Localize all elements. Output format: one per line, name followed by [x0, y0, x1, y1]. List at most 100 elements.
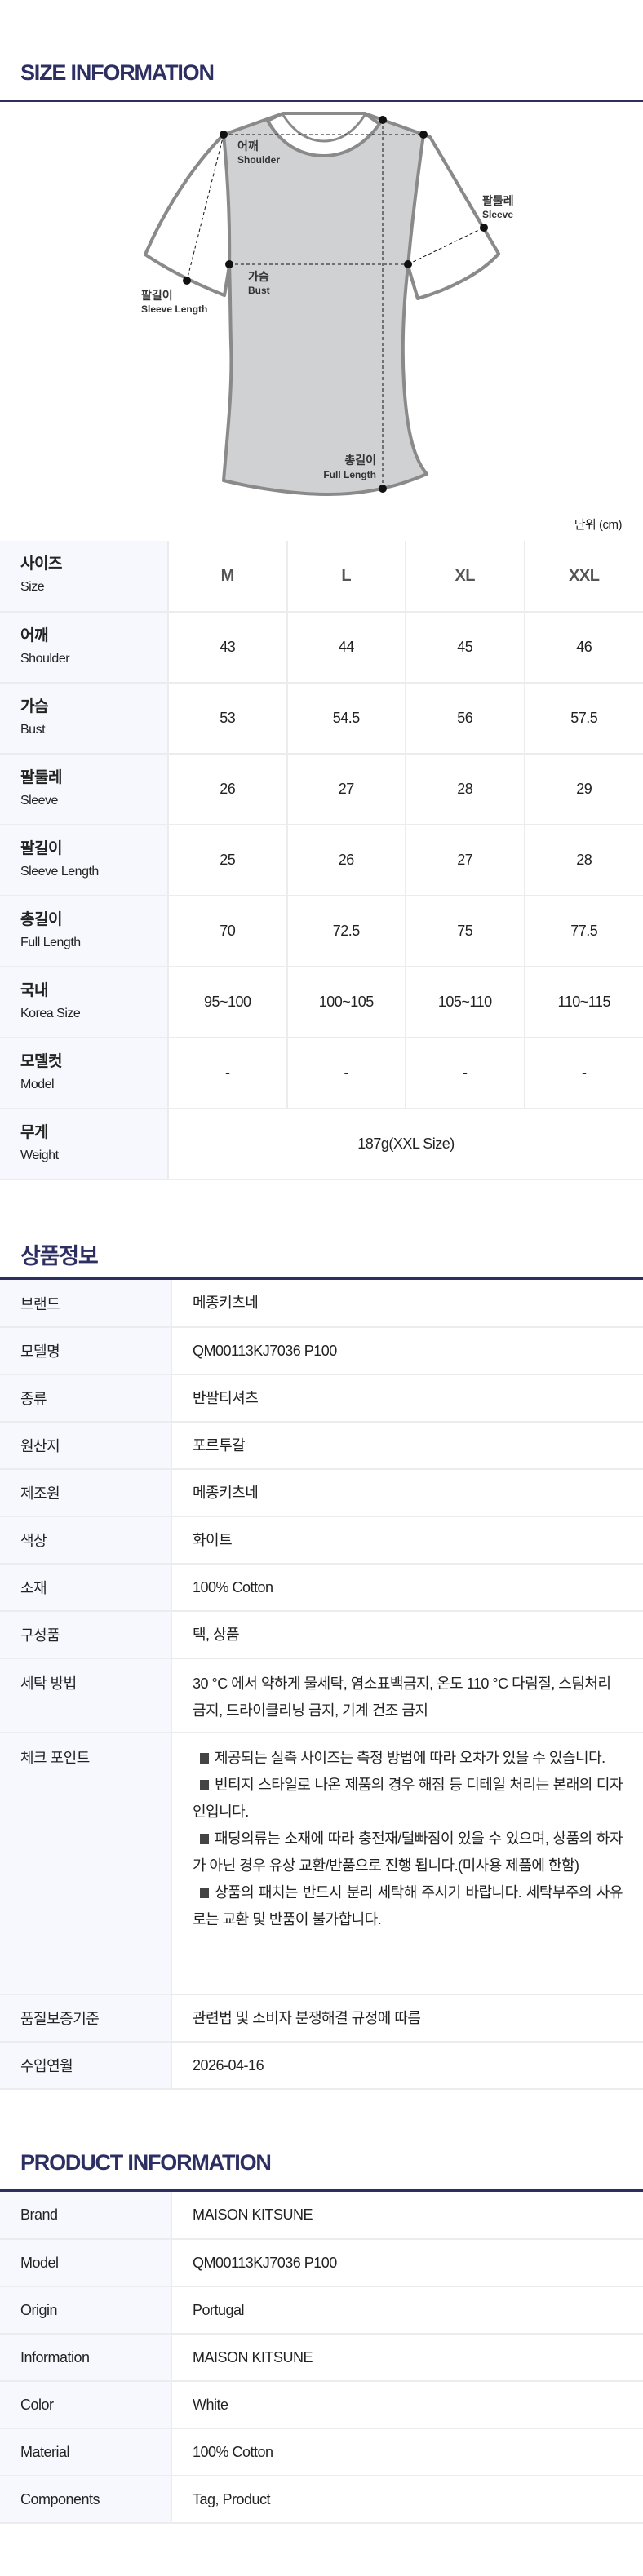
info-label: 수입연월 [0, 2042, 172, 2090]
measure-point [183, 277, 191, 285]
info-label: Model [0, 2239, 172, 2287]
info-row: Origin Portugal [0, 2286, 643, 2335]
size-value-cell: 100~105 [286, 967, 406, 1038]
square-bullet-icon [200, 1834, 209, 1844]
size-row: 총길이 Full Length 70 72.5 75 77.5 [0, 896, 643, 967]
sleeve-dash [407, 227, 485, 265]
size-value-cell: 43 [167, 612, 287, 684]
size-row: 국내 Korea Size 95~100 100~105 105~110 110~115 [0, 967, 643, 1038]
size-value-cell: 29 [523, 754, 643, 825]
row-label-en: Korea Size [20, 1006, 81, 1020]
info-row: 세탁 방법 30 °C 에서 약하게 물세탁, 염소표백금지, 온도 110 °C… [0, 1658, 643, 1733]
size-value-cell: 26 [167, 754, 287, 825]
row-label-ko: 팔길이 [20, 839, 62, 857]
row-label-ko: 가슴 [20, 697, 48, 715]
bust-label-en: Bust [248, 285, 270, 296]
info-row: 종류 반팔티셔츠 [0, 1374, 643, 1423]
info-row: 소재 100% Cotton [0, 1564, 643, 1612]
row-label: 모델컷 Model [0, 1038, 168, 1109]
row-label-ko: 무게 [20, 1123, 48, 1141]
check-point-item: 빈티지 스타일로 나온 제품의 경우 해짐 등 디테일 처리는 본래의 디자인입… [193, 1772, 623, 1826]
size-row: 팔둘레 Sleeve 26 27 28 29 [0, 754, 643, 825]
square-bullet-icon [200, 1780, 209, 1790]
info-value: 관련법 및 소비자 분쟁해결 규정에 따름 [171, 1994, 643, 2043]
check-point-text: 패딩의류는 소재에 따라 충전재/털빠짐이 있을 수 있으며, 상품의 하자가 … [193, 1830, 623, 1874]
sleeve-length-dash [186, 134, 224, 281]
size-header-cell: M [167, 541, 287, 613]
row-label-ko: 총길이 [20, 910, 62, 928]
row-label-en: Model [20, 1077, 55, 1091]
divider [0, 2189, 643, 2192]
row-label-en: Sleeve [20, 793, 58, 808]
info-value: 택, 상품 [171, 1611, 643, 1659]
row-label: 팔길이 Sleeve Length [0, 825, 168, 896]
info-value: 화이트 [171, 1516, 643, 1565]
shoulder-label-en: Shoulder [237, 154, 280, 166]
measure-point [220, 131, 228, 139]
size-value-cell: - [523, 1038, 643, 1109]
size-value-cell: - [405, 1038, 525, 1109]
product-info-en-table: Brand MAISON KITSUNE Model QM00113KJ7036 P1… [0, 2192, 643, 2524]
size-header-row: 사이즈 Size M L XL XXL [0, 541, 643, 613]
row-label: 가슴 Bust [0, 683, 168, 755]
info-value: 메종키츠네 [171, 1469, 643, 1517]
info-label: 원산지 [0, 1422, 172, 1470]
row-label: 총길이 Full Length [0, 896, 168, 967]
size-row: 가슴 Bust 53 54.5 56 57.5 [0, 683, 643, 755]
info-label: Origin [0, 2286, 172, 2335]
info-value: MAISON KITSUNE [171, 2334, 643, 2382]
info-label: 종류 [0, 1374, 172, 1423]
info-label: 품질보증기준 [0, 1994, 172, 2043]
info-row: 구성품 택, 상품 [0, 1611, 643, 1659]
measure-point [225, 260, 233, 268]
size-value-cell: 27 [286, 754, 406, 825]
row-label-ko: 팔둘레 [20, 768, 62, 786]
row-label: 팔둘레 Sleeve [0, 754, 168, 825]
info-label: 체크 포인트 [0, 1733, 172, 1995]
row-label-en: Sleeve Length [20, 864, 99, 879]
size-header-cell: L [286, 541, 406, 613]
info-row: 원산지 포르투갈 [0, 1422, 643, 1470]
check-point-list: 제공되는 실측 사이즈는 측정 방법에 따라 오차가 있을 수 있습니다. 빈티지… [171, 1733, 643, 1995]
divider [0, 100, 643, 102]
info-row: 제조원 메종키츠네 [0, 1469, 643, 1517]
size-value-cell: 105~110 [405, 967, 525, 1038]
info-row: Information MAISON KITSUNE [0, 2334, 643, 2382]
product-info-kr-table: 브랜드 메종키츠네 모델명 QM00113KJ7036 P100 종류 반팔티셔츠 원산지 포… [0, 1280, 643, 2090]
size-value-cell: 26 [286, 825, 406, 896]
size-table: 사이즈 Size M L XL XXL 어깨 Shoulder 43 44 45 46 가슴 B… [0, 541, 643, 1180]
product-info-kr-title: 상품정보 [20, 1244, 99, 1268]
info-label: Brand [0, 2192, 172, 2240]
info-label: Material [0, 2428, 172, 2476]
size-value-cell: 45 [405, 612, 525, 684]
size-value-cell: 72.5 [286, 896, 406, 967]
measure-point [419, 131, 428, 139]
size-row: 모델컷 Model - - - - [0, 1038, 643, 1109]
row-label-en: Weight [20, 1148, 59, 1162]
row-label-en: Full Length [20, 935, 81, 949]
info-row: Brand MAISON KITSUNE [0, 2192, 643, 2240]
size-value-cell: 53 [167, 683, 287, 755]
row-label: 무게 Weight [0, 1109, 168, 1180]
row-label: 국내 Korea Size [0, 967, 168, 1038]
size-value-cell: 25 [167, 825, 287, 896]
measure-point [404, 260, 412, 268]
size-value-cell: 110~115 [523, 967, 643, 1038]
product-info-en-title: PRODUCT INFORMATION [20, 2150, 272, 2175]
row-label-ko: 어깨 [20, 626, 48, 644]
size-information-title: SIZE INFORMATION [20, 60, 215, 85]
full-length-label-ko: 총길이 [344, 454, 376, 467]
measure-point [379, 116, 387, 124]
sleeve-right [406, 133, 500, 300]
info-label: 세탁 방법 [0, 1658, 172, 1733]
weight-value: 187g(XXL Size) [167, 1109, 643, 1180]
info-value: 메종키츠네 [171, 1280, 643, 1328]
square-bullet-icon [200, 1888, 209, 1898]
info-value: QM00113KJ7036 P100 [171, 2239, 643, 2287]
size-value-cell: 54.5 [286, 683, 406, 755]
sleeve-length-label-ko: 팔길이 [141, 289, 173, 302]
size-value-cell: 27 [405, 825, 525, 896]
info-label: 색상 [0, 1516, 172, 1565]
info-value: 100% Cotton [171, 1564, 643, 1612]
row-label: 어깨 Shoulder [0, 612, 168, 684]
